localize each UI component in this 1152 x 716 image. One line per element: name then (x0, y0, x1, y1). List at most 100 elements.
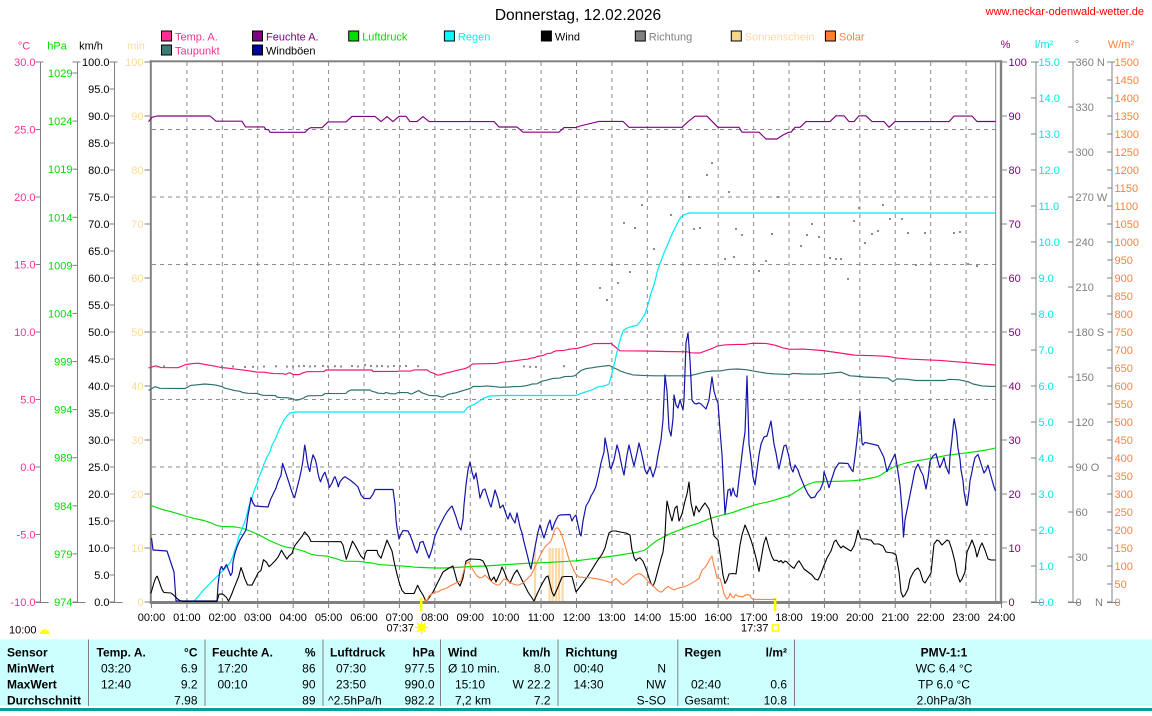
svg-text:65.0: 65.0 (88, 246, 109, 258)
svg-text:1.0: 1.0 (1039, 561, 1054, 573)
svg-text:08:00: 08:00 (421, 612, 449, 624)
svg-text:23:50: 23:50 (336, 678, 366, 692)
svg-text:60: 60 (1076, 507, 1088, 519)
svg-text:10.0: 10.0 (14, 327, 35, 339)
svg-text:N: N (1095, 597, 1103, 609)
svg-text:0: 0 (1009, 597, 1015, 609)
svg-text:4.0: 4.0 (1039, 453, 1054, 465)
svg-text:17:37: 17:37 (741, 623, 769, 635)
svg-text:Richtung: Richtung (566, 646, 618, 660)
svg-text:700: 700 (1115, 345, 1133, 357)
svg-text:5.0: 5.0 (1039, 417, 1054, 429)
svg-text:Ø 10 min.: Ø 10 min. (448, 662, 500, 676)
svg-text:70: 70 (131, 219, 143, 231)
svg-text:Temp. A.: Temp. A. (97, 646, 146, 660)
svg-text:WC 6.4 °C: WC 6.4 °C (916, 662, 973, 676)
svg-text:70: 70 (1009, 219, 1021, 231)
svg-text:10:00: 10:00 (9, 625, 37, 637)
svg-text:90 O: 90 O (1076, 462, 1100, 474)
svg-text:120: 120 (1076, 417, 1094, 429)
svg-text:hPa: hPa (47, 41, 67, 53)
svg-text:984: 984 (54, 501, 72, 513)
svg-text:5.0: 5.0 (94, 570, 109, 582)
svg-text:550: 550 (1115, 399, 1133, 411)
svg-text:14.0: 14.0 (1039, 93, 1060, 105)
svg-text:20.0: 20.0 (88, 489, 109, 501)
svg-text:16:00: 16:00 (704, 612, 732, 624)
svg-text:MaxWert: MaxWert (7, 678, 57, 692)
svg-text:75.0: 75.0 (88, 192, 109, 204)
svg-text:0.0: 0.0 (94, 597, 109, 609)
svg-text:15:00: 15:00 (669, 612, 697, 624)
svg-text:MinWert: MinWert (7, 662, 54, 676)
svg-text:210: 210 (1076, 282, 1094, 294)
svg-text:l/m²: l/m² (1035, 39, 1054, 51)
svg-text:11.0: 11.0 (1039, 201, 1060, 213)
svg-text:15.0: 15.0 (14, 260, 35, 272)
svg-text:www.neckar-odenwald-wetter.de: www.neckar-odenwald-wetter.de (985, 6, 1144, 18)
svg-text:89: 89 (302, 694, 316, 708)
svg-text:Taupunkt: Taupunkt (175, 46, 220, 58)
svg-text:hPa: hPa (412, 646, 434, 660)
svg-text:22:00: 22:00 (917, 612, 945, 624)
svg-text:10.0: 10.0 (88, 543, 109, 555)
svg-text:150: 150 (1076, 372, 1094, 384)
svg-text:10: 10 (131, 543, 143, 555)
svg-text:270 W: 270 W (1076, 192, 1108, 204)
svg-text:12.0: 12.0 (1039, 165, 1060, 177)
svg-text:1029: 1029 (48, 68, 72, 80)
svg-text:04:00: 04:00 (279, 612, 307, 624)
svg-text:80.0: 80.0 (88, 165, 109, 177)
svg-text:800: 800 (1115, 309, 1133, 321)
svg-text:00:40: 00:40 (574, 662, 604, 676)
svg-text:100: 100 (1009, 57, 1027, 69)
svg-text:240: 240 (1076, 237, 1094, 249)
svg-text:330: 330 (1076, 102, 1094, 114)
svg-text:7.2: 7.2 (534, 694, 551, 708)
svg-text:25.0: 25.0 (14, 125, 35, 137)
svg-text:60: 60 (1009, 273, 1021, 285)
svg-text:35.0: 35.0 (88, 408, 109, 420)
svg-text:2.0: 2.0 (1039, 525, 1054, 537)
svg-text:300: 300 (1076, 147, 1094, 159)
svg-text:07:30: 07:30 (336, 662, 366, 676)
svg-text:90: 90 (1009, 111, 1021, 123)
svg-text:900: 900 (1115, 273, 1133, 285)
svg-text:7.0: 7.0 (1039, 345, 1054, 357)
svg-text:20: 20 (131, 489, 143, 501)
svg-text:Feuchte A.: Feuchte A. (266, 32, 319, 44)
svg-text:40.0: 40.0 (88, 381, 109, 393)
svg-text:23:00: 23:00 (952, 612, 980, 624)
svg-text:07:37: 07:37 (386, 623, 414, 635)
svg-text:19:00: 19:00 (811, 612, 839, 624)
svg-text:250: 250 (1115, 507, 1133, 519)
svg-text:1350: 1350 (1115, 111, 1139, 123)
svg-text:2.0hPa/3h: 2.0hPa/3h (917, 694, 972, 708)
svg-text:Richtung: Richtung (649, 32, 692, 44)
svg-text:15:10: 15:10 (455, 678, 485, 692)
svg-text:90: 90 (131, 111, 143, 123)
svg-text:100: 100 (1115, 561, 1133, 573)
svg-text:1400: 1400 (1115, 93, 1139, 105)
svg-text:-10.0: -10.0 (10, 597, 35, 609)
svg-text:%: % (305, 646, 316, 660)
svg-text:13:00: 13:00 (598, 612, 626, 624)
svg-text:360 N: 360 N (1076, 57, 1105, 69)
svg-text:Regen: Regen (685, 646, 722, 660)
svg-text:950: 950 (1115, 255, 1133, 267)
svg-text:500: 500 (1115, 417, 1133, 429)
svg-text:1014: 1014 (48, 212, 72, 224)
svg-text:200: 200 (1115, 525, 1133, 537)
svg-text:1500: 1500 (1115, 57, 1139, 69)
svg-text:00:10: 00:10 (218, 678, 248, 692)
svg-text:600: 600 (1115, 381, 1133, 393)
svg-text:60: 60 (131, 273, 143, 285)
svg-text:1050: 1050 (1115, 219, 1139, 231)
svg-text:8.0: 8.0 (1039, 309, 1054, 321)
svg-text:0.0: 0.0 (1039, 597, 1054, 609)
svg-text:Durchschnitt: Durchschnitt (7, 694, 81, 708)
svg-text:21:00: 21:00 (881, 612, 909, 624)
svg-text:45.0: 45.0 (88, 354, 109, 366)
svg-text:15.0: 15.0 (88, 516, 109, 528)
svg-text:1004: 1004 (48, 308, 72, 320)
